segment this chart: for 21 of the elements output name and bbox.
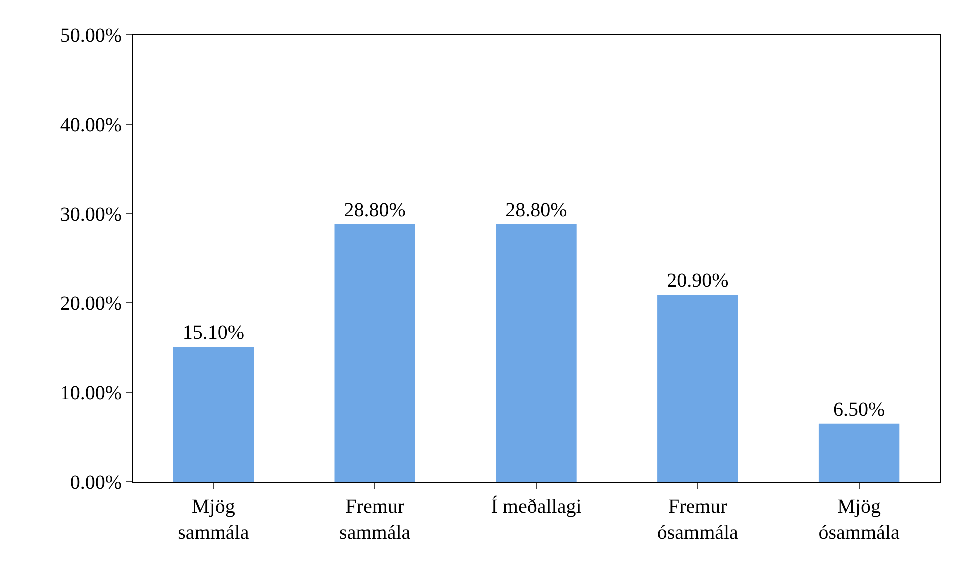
- bar: [658, 295, 738, 482]
- x-tick-label: Mjög sammála: [178, 496, 250, 544]
- y-tick-label: 40.00%: [60, 114, 122, 136]
- bar: [818, 424, 900, 482]
- y-tick-label: 50.00%: [60, 25, 122, 47]
- y-tick-label: 0.00%: [70, 472, 122, 494]
- x-tick-label: Mjög ósammála: [818, 496, 900, 544]
- y-tick-label: 20.00%: [60, 293, 122, 316]
- x-tick-label: Fremur ósammála: [657, 496, 739, 544]
- y-tick-label: 30.00%: [60, 204, 122, 226]
- data-label: 28.80%: [506, 200, 568, 222]
- data-label: 15.10%: [182, 322, 245, 344]
- bar: [496, 224, 577, 482]
- bar: [334, 224, 416, 482]
- data-label: 28.80%: [344, 200, 406, 222]
- x-tick-label: Fremur sammála: [340, 496, 411, 544]
- bar: [173, 347, 254, 482]
- x-tick-label: Í meðallagi: [491, 495, 582, 518]
- y-tick-label: 10.00%: [60, 382, 122, 405]
- data-label: 6.50%: [833, 398, 886, 421]
- data-label: 20.90%: [667, 270, 729, 292]
